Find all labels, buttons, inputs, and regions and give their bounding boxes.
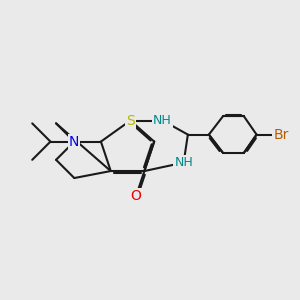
Text: NH: NH [174, 156, 193, 169]
Text: N: N [69, 135, 80, 148]
Text: NH: NH [153, 114, 172, 127]
Text: S: S [126, 114, 135, 128]
Text: Br: Br [273, 128, 289, 142]
Text: O: O [130, 189, 141, 203]
